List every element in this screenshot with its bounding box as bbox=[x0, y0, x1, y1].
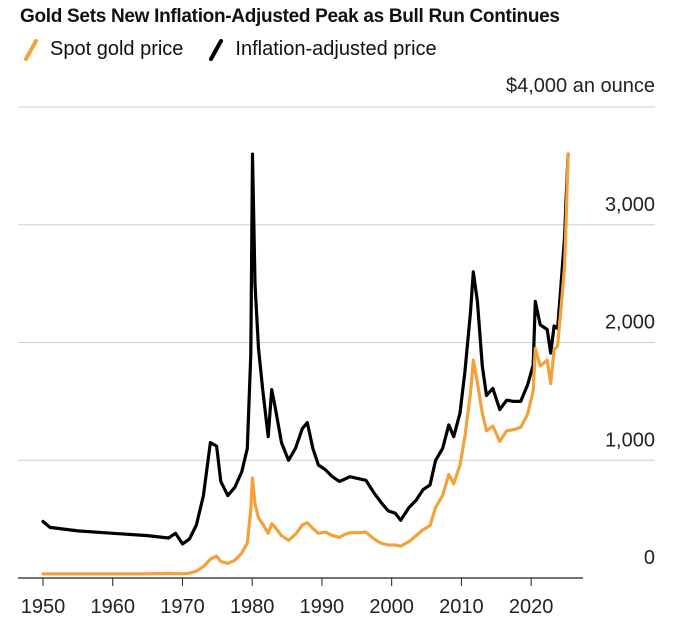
x-tick-label-0: 1950 bbox=[21, 596, 66, 618]
x-tick-label-2: 1970 bbox=[160, 596, 205, 618]
x-tick-label-5: 2000 bbox=[369, 596, 414, 618]
x-tick-label-3: 1980 bbox=[230, 596, 275, 618]
series-lines bbox=[41, 152, 570, 576]
legend-swatch-inflation-icon bbox=[209, 38, 224, 61]
x-tick-label-7: 2020 bbox=[509, 596, 554, 618]
y-axis-unit-label: $4,000 an ounce bbox=[506, 75, 655, 97]
legend-swatch-inflation-stroke bbox=[209, 38, 224, 61]
y-tick-label-2: 2,000 bbox=[605, 312, 655, 334]
y-axis-tick-labels: 0 1,000 2,000 3,000 bbox=[605, 194, 655, 569]
x-tick-label-1: 1960 bbox=[90, 596, 135, 618]
series-line-1 bbox=[41, 152, 570, 546]
legend-swatch-spot-icon bbox=[24, 38, 38, 61]
y-tick-label-3: 3,000 bbox=[605, 194, 655, 216]
legend-item-spot: Spot gold price bbox=[24, 38, 183, 61]
grid-lines bbox=[18, 106, 655, 461]
legend-label-inflation: Inflation-adjusted price bbox=[235, 38, 437, 60]
x-axis-ticks: 1950 1960 1970 1980 1990 2000 2010 2020 bbox=[21, 578, 554, 618]
y-tick-label-0: 0 bbox=[644, 547, 655, 569]
legend-item-inflation: Inflation-adjusted price bbox=[209, 38, 437, 61]
x-tick-label-6: 2010 bbox=[439, 596, 484, 618]
x-tick-label-4: 1990 bbox=[300, 596, 345, 618]
legend-label-spot: Spot gold price bbox=[50, 38, 184, 60]
legend-swatch-spot-stroke bbox=[24, 38, 38, 61]
y-tick-label-1: 1,000 bbox=[605, 429, 655, 451]
legend: Spot gold price Inflation-adjusted price bbox=[24, 38, 463, 61]
chart-title: Gold Sets New Inflation-Adjusted Peak as… bbox=[20, 6, 560, 27]
series-line-0 bbox=[41, 152, 570, 576]
